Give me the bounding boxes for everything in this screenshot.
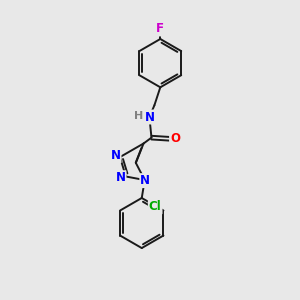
Text: N: N: [110, 149, 121, 162]
Text: N: N: [116, 171, 126, 184]
Text: N: N: [144, 110, 154, 124]
Text: Cl: Cl: [149, 200, 162, 214]
Text: O: O: [170, 132, 180, 145]
Text: N: N: [140, 174, 150, 187]
Text: H: H: [134, 111, 143, 121]
Text: F: F: [156, 22, 164, 35]
